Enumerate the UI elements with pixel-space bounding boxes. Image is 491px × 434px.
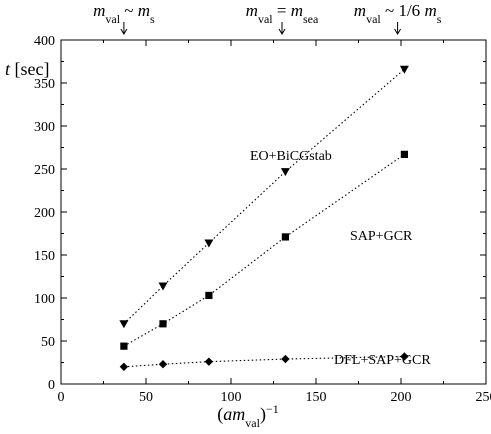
x-tick-label: 50 — [139, 390, 153, 405]
y-tick-label: 150 — [34, 249, 55, 264]
x-tick-label: 100 — [221, 390, 242, 405]
y-tick-label: 300 — [34, 120, 55, 135]
data-point-triangle — [119, 320, 128, 328]
data-point-diamond — [120, 363, 128, 371]
x-tick-label: 200 — [391, 390, 412, 405]
y-tick-label: 100 — [34, 292, 55, 307]
y-tick-label: 250 — [34, 163, 55, 178]
series-label-1: EO+BiCGstab — [250, 149, 332, 164]
y-tick-label: 200 — [34, 206, 55, 221]
y-axis-title: t [sec] — [5, 59, 50, 79]
series-line-2 — [124, 154, 405, 346]
series-label-3: DFL+SAP+GCR — [334, 353, 431, 368]
data-point-square — [159, 320, 166, 327]
data-point-triangle — [400, 66, 409, 74]
data-point-diamond — [205, 357, 213, 365]
data-point-diamond — [159, 360, 167, 368]
y-tick-label: 400 — [34, 34, 55, 49]
series-line-1 — [124, 69, 405, 324]
data-point-square — [205, 292, 212, 299]
y-tick-label: 350 — [34, 77, 55, 92]
data-point-square — [120, 343, 127, 350]
x-tick-label: 150 — [306, 390, 327, 405]
x-tick-label: 250 — [476, 390, 491, 405]
data-point-square — [401, 151, 408, 158]
data-point-triangle — [159, 282, 168, 290]
plot-frame — [61, 40, 486, 384]
y-tick-label: 0 — [48, 378, 55, 393]
data-point-square — [282, 233, 289, 240]
x-tick-label: 0 — [58, 390, 65, 405]
data-point-diamond — [281, 355, 289, 363]
x-axis-title: (amval)−1 — [217, 402, 278, 430]
y-tick-label: 50 — [41, 335, 55, 350]
series-label-2: SAP+GCR — [350, 229, 413, 244]
